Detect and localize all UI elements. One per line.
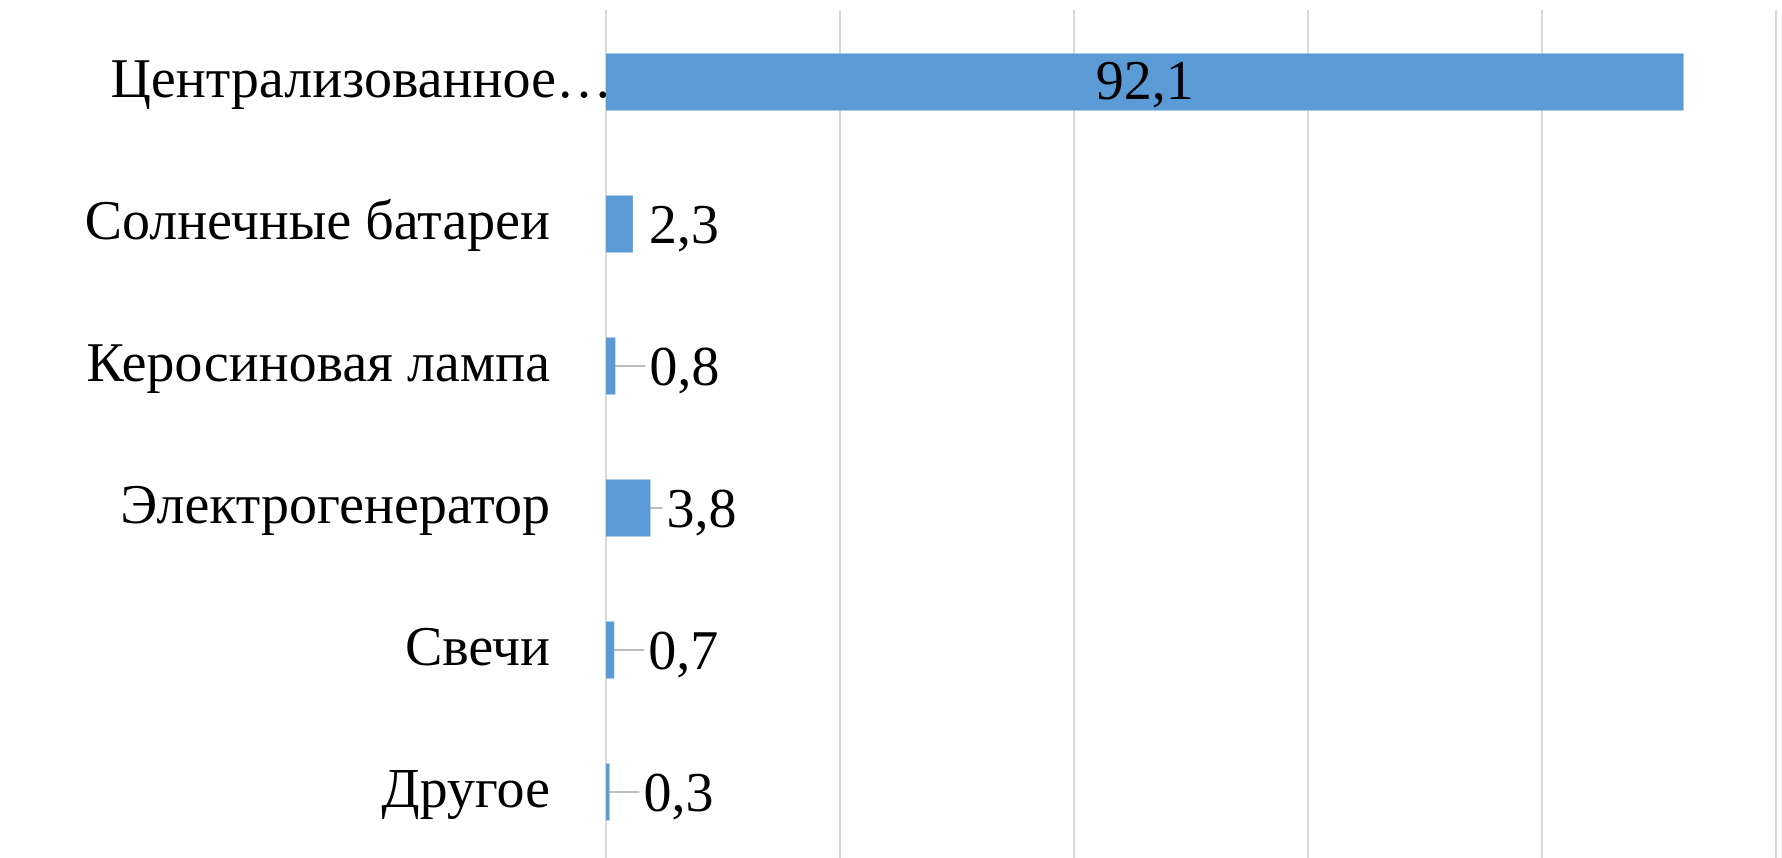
bar	[606, 53, 1684, 111]
y-tick-label: Керосиновая лампа	[86, 332, 550, 394]
bar	[606, 621, 615, 679]
bar	[606, 763, 610, 821]
y-tick-label: Электрогенератор	[120, 474, 550, 536]
value-label: 0,3	[644, 762, 714, 824]
y-tick-label: Централизованное…	[110, 48, 612, 110]
value-label: 92,1	[1096, 50, 1194, 112]
y-tick-label: Солнечные батареи	[85, 190, 550, 252]
y-tick-label: Другое	[381, 758, 550, 820]
bar	[606, 195, 633, 253]
value-label: 3,8	[666, 478, 736, 540]
value-label: 0,7	[648, 620, 718, 682]
bar	[606, 479, 651, 537]
value-label: 2,3	[649, 194, 719, 256]
value-label: 0,8	[649, 336, 719, 398]
bar	[606, 337, 616, 395]
y-tick-label: Свечи	[405, 616, 550, 678]
